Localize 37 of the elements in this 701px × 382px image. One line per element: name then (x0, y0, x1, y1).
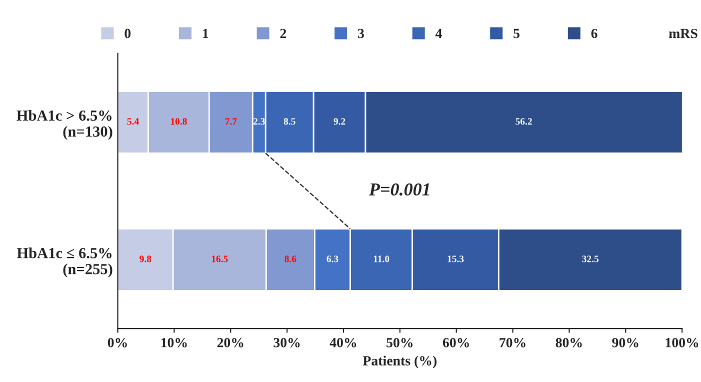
data-label: 11.0 (374, 256, 390, 262)
x-tick-label: 30% (274, 338, 300, 348)
data-label: 9.8 (140, 256, 152, 262)
x-tick-label: 40% (330, 338, 356, 348)
data-label: 8.6 (284, 256, 296, 262)
legend-label: 0 (124, 28, 131, 38)
x-tick-label: 80% (556, 338, 582, 348)
x-tick-label: 20% (217, 338, 244, 348)
data-label: 10.8 (170, 118, 187, 125)
annotation: P=0.001 (368, 183, 430, 196)
legend-label: 2 (280, 28, 286, 38)
x-tick-label: 100% (666, 338, 698, 348)
data-label: 56.2 (516, 118, 532, 125)
data-label: 5.4 (127, 118, 139, 125)
x-tick-label: 10% (161, 338, 187, 348)
y-tick-label: HbA1c > 6.5% (n=130) (16, 110, 112, 140)
x-tick-label: 50% (386, 338, 413, 348)
legend-label: 4 (435, 28, 442, 38)
x-tick-label: 90% (612, 338, 638, 348)
legend-title: mRS (668, 28, 698, 38)
data-label: 9.2 (334, 118, 346, 125)
data-label: 6.3 (326, 256, 338, 262)
x-axis-title: Patients (%) (362, 356, 437, 368)
x-tick-label: 60% (442, 338, 469, 348)
data-label: 8.5 (284, 118, 296, 125)
legend-label: 3 (358, 28, 364, 38)
data-label: 2.3 (253, 118, 265, 125)
x-tick-label: 70% (500, 338, 526, 348)
data-label: 15.3 (448, 256, 464, 262)
legend-label: 5 (514, 28, 520, 38)
data-label: 32.5 (582, 256, 599, 262)
y-tick-label: HbA1c ≤ 6.5% (n=255) (16, 248, 112, 278)
legend-label: 6 (591, 28, 598, 38)
data-label: 7.7 (225, 118, 237, 125)
data-label: 16.5 (212, 256, 228, 262)
legend-label: 1 (203, 28, 208, 38)
x-tick-label: 0% (108, 338, 127, 348)
